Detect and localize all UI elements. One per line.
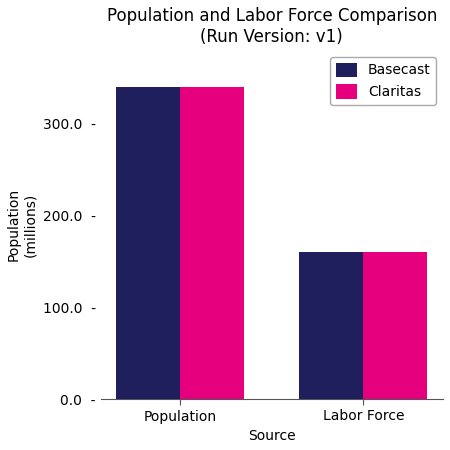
Bar (116, 87, 180, 399)
Title: Population and Labor Force Comparison
(Run Version: v1): Population and Labor Force Comparison (R… (107, 7, 437, 46)
Bar (180, 87, 244, 399)
Bar (299, 252, 364, 399)
Y-axis label: Population
(millions): Population (millions) (7, 188, 37, 261)
Legend: Basecast, Claritas: Basecast, Claritas (330, 57, 436, 105)
X-axis label: Source: Source (248, 429, 296, 443)
Bar (364, 252, 428, 399)
